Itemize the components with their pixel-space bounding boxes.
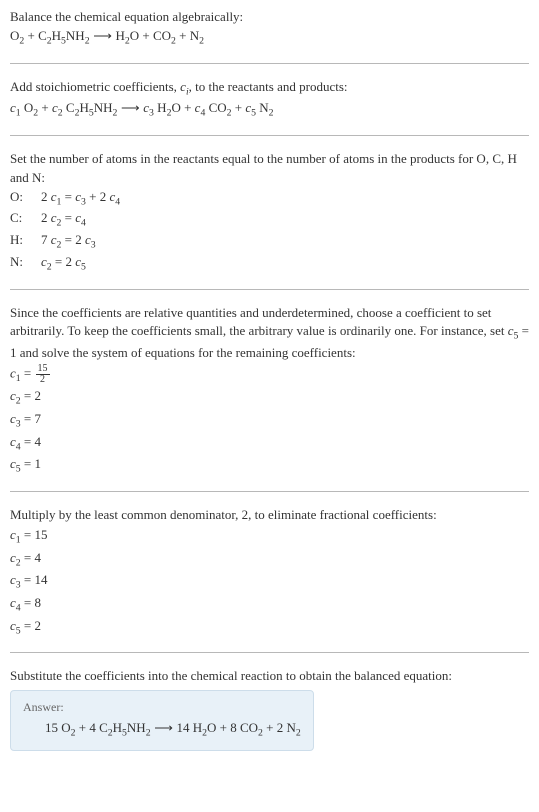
coeff-list-2: c1 = 15 c2 = 4 c3 = 14 c4 = 8 c5 = 2 — [10, 526, 529, 639]
separator — [10, 491, 529, 492]
species-o2: O2 — [10, 28, 24, 43]
coeff-list-1: c1 = 152 c2 = 2 c3 = 7 c4 = 4 c5 = 1 — [10, 364, 529, 477]
step6-text: Substitute the coefficients into the che… — [10, 667, 529, 686]
intro-text: Balance the chemical equation algebraica… — [10, 8, 529, 27]
species-n2: N2 — [190, 28, 204, 43]
table-row: C: 2 c2 = c4 — [10, 209, 126, 231]
answer-equation: 15 O2 + 4 C2H5NH2 ⟶ 14 H2O + 8 CO2 + 2 N… — [23, 719, 301, 741]
atom-balance-table: O: 2 c1 = c3 + 2 c4 C: 2 c2 = c4 H: 7 c2… — [10, 188, 126, 275]
step5-text: Multiply by the least common denominator… — [10, 506, 529, 525]
step3-text: Set the number of atoms in the reactants… — [10, 150, 529, 188]
step2-equation: c1 O2 + c2 C2H5NH2 ⟶ c3 H2O + c4 CO2 + c… — [10, 99, 529, 121]
table-row: N: c2 = 2 c5 — [10, 253, 126, 275]
answer-label: Answer: — [23, 699, 301, 716]
separator — [10, 135, 529, 136]
species-c2h5nh2: C2H5NH2 — [38, 28, 89, 43]
species-co2: CO2 — [153, 28, 176, 43]
species-h2o: H2O — [115, 28, 139, 43]
separator — [10, 652, 529, 653]
table-row: O: 2 c1 = c3 + 2 c4 — [10, 188, 126, 210]
table-row: H: 7 c2 = 2 c3 — [10, 231, 126, 253]
separator — [10, 63, 529, 64]
step2-text: Add stoichiometric coefficients, ci, to … — [10, 78, 529, 100]
separator — [10, 289, 529, 290]
step4-text: Since the coefficients are relative quan… — [10, 304, 529, 363]
intro-equation: O2 + C2H5NH2 ⟶ H2O + CO2 + N2 — [10, 27, 529, 49]
answer-box: Answer: 15 O2 + 4 C2H5NH2 ⟶ 14 H2O + 8 C… — [10, 690, 314, 751]
